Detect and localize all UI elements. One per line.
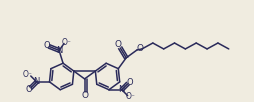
Text: O: O bbox=[126, 78, 132, 87]
Text: O: O bbox=[114, 40, 121, 49]
Text: O: O bbox=[25, 85, 32, 94]
Text: O⁻: O⁻ bbox=[62, 38, 72, 47]
Text: O⁻: O⁻ bbox=[23, 70, 33, 79]
Text: O: O bbox=[44, 41, 50, 50]
Text: N: N bbox=[56, 46, 62, 55]
Text: O⁻: O⁻ bbox=[125, 92, 135, 101]
Text: N: N bbox=[33, 77, 40, 86]
Text: O: O bbox=[81, 91, 88, 100]
Text: N: N bbox=[118, 85, 124, 94]
Text: O: O bbox=[136, 44, 143, 53]
